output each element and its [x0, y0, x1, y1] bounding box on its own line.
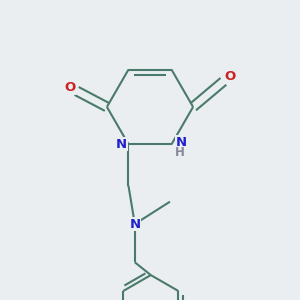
Text: N: N	[116, 138, 127, 151]
Text: O: O	[64, 81, 75, 94]
Text: N: N	[129, 218, 140, 230]
Text: H: H	[176, 146, 185, 159]
Text: O: O	[225, 70, 236, 83]
Text: N: N	[176, 136, 187, 149]
